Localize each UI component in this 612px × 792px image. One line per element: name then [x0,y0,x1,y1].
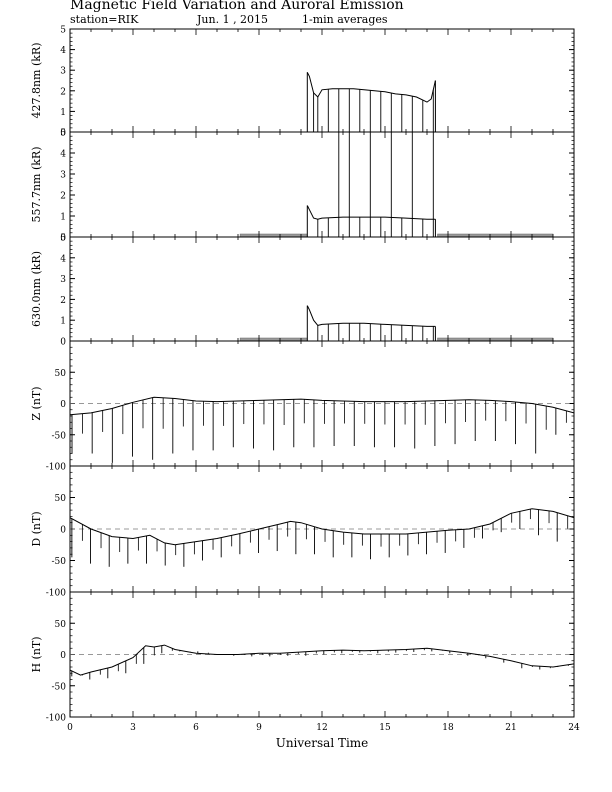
y-tick-label: 5 [60,234,66,244]
y-axis-label: 557.7nm (kR) [30,146,43,222]
panel-1: 0 1 2 3 4 5 557.7nm (kR) [30,129,575,244]
station-label: station=RIK [70,13,139,26]
chart-title: Magnetic Field Variation and Auroral Emi… [70,0,404,13]
y-tick-label: -50 [52,431,67,441]
panel-frame [69,236,575,342]
y-tick-label: 5 [60,129,66,139]
panel-data [70,305,574,341]
panel-data [70,72,574,132]
y-tick-label: 3 [60,275,66,285]
panel-4: -100 -50 0 50 D (nT) [30,465,575,599]
y-tick-label: 2 [60,192,66,202]
y-tick-label: 1 [60,317,66,327]
series-line [306,305,436,327]
y-tick-label: 0 [60,234,66,244]
series-line [306,205,436,220]
y-tick-label: 5 [60,26,66,36]
y-axis-label: Z (nT) [30,386,43,420]
series-line [70,396,574,416]
y-tick-label: 0 [60,651,66,661]
y-axis-label: D (nT) [30,511,43,546]
x-tick-label: 6 [193,723,199,733]
y-tick-label: 3 [60,67,66,77]
averaging-label: 1-min averages [302,13,388,26]
panel-data [70,396,574,463]
panel-data [70,132,574,237]
series-line [70,508,574,546]
panel-data [70,644,574,680]
y-tick-label: 2 [60,87,66,97]
panel-data [70,508,574,567]
y-tick-label: 1 [60,108,66,118]
y-tick-label: -100 [46,589,66,599]
y-tick-label: -50 [52,557,67,567]
y-tick-label: 50 [55,620,67,630]
x-tick-label: 15 [379,723,391,733]
y-tick-label: 50 [55,494,67,504]
panel-2: 0 1 2 3 4 5 630.0nm (kR) [30,234,575,348]
x-tick-label: 3 [130,723,136,733]
x-axis-label: Universal Time [276,736,369,750]
y-tick-label: 4 [60,254,66,264]
y-tick-label: 0 [60,400,66,410]
x-tick-label: 12 [316,723,327,733]
panel-frame [69,28,575,133]
panel-5: -100 -50 0 50 H (nT) [30,591,575,724]
y-tick-label: 3 [60,171,66,181]
date-label: Jun. 1 , 2015 [197,13,269,26]
y-tick-label: -100 [46,714,66,724]
panel-3: -100 -50 0 50 Z (nT) [30,340,575,473]
panel-0: 0 1 2 3 4 5 427.8nm (kR) [30,26,575,139]
y-tick-label: 1 [60,213,66,223]
y-tick-label: 0 [60,338,66,348]
x-tick-label: 18 [442,723,454,733]
series-line [306,72,436,103]
y-tick-label: 2 [60,296,66,306]
x-tick-label: 0 [67,723,73,733]
series-line [70,644,574,676]
panel-frame [69,131,575,238]
x-tick-label: 9 [256,723,262,733]
y-axis-label: 427.8nm (kR) [30,42,43,118]
y-tick-label: 4 [60,46,66,56]
y-axis-label: H (nT) [30,636,43,672]
y-axis-label: 630.0nm (kR) [30,251,43,327]
y-tick-label: 0 [60,526,66,536]
y-tick-label: 0 [60,129,66,139]
y-tick-label: 4 [60,150,66,160]
x-tick-label: 21 [505,723,516,733]
x-tick-label: 24 [568,723,580,733]
y-tick-label: 50 [55,369,67,379]
y-tick-label: -100 [46,463,66,473]
y-tick-label: -50 [52,682,67,692]
